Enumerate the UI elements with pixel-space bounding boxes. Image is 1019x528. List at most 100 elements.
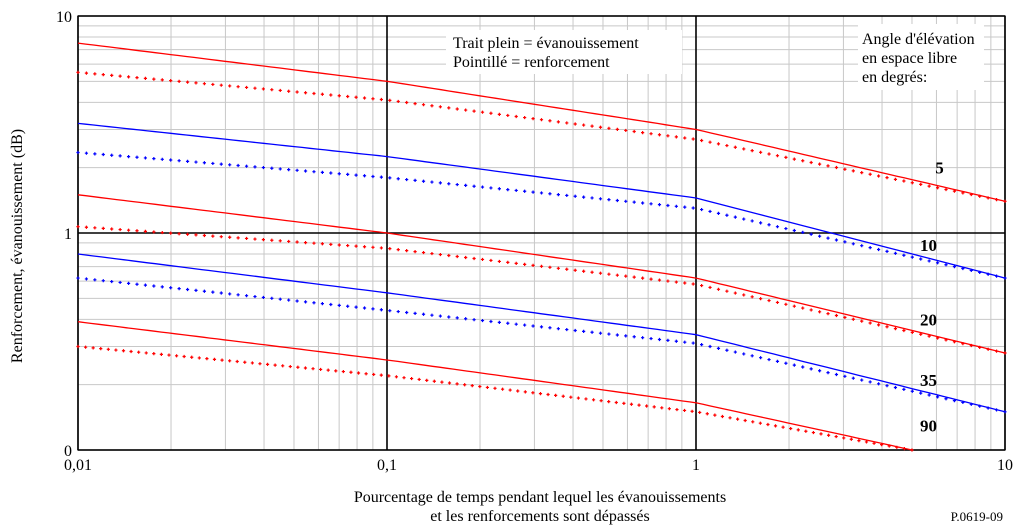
series-point	[910, 330, 914, 334]
x-tick-label: 0,1	[377, 457, 397, 474]
series-point	[842, 436, 846, 440]
series-point	[994, 349, 999, 353]
series-point	[190, 355, 194, 359]
series-point	[691, 341, 695, 345]
series-point	[273, 363, 277, 367]
series-point	[674, 339, 678, 343]
series-point	[986, 272, 990, 276]
series-point	[876, 174, 881, 178]
series-point	[919, 257, 923, 261]
series-point	[185, 232, 190, 236]
series-point	[447, 381, 452, 385]
series-point	[657, 133, 662, 137]
series-point	[708, 140, 712, 144]
series-point	[652, 405, 656, 409]
series-point	[202, 161, 207, 165]
series-point	[683, 205, 687, 209]
series-point	[978, 194, 982, 198]
series-point	[826, 312, 830, 316]
series-point	[438, 105, 442, 109]
series-point	[728, 416, 732, 420]
series-point	[872, 441, 876, 445]
series-point	[421, 312, 426, 316]
series-point	[480, 257, 485, 262]
series-point	[902, 179, 906, 183]
series-point	[500, 387, 505, 391]
series-point	[868, 380, 872, 384]
series-point	[169, 79, 173, 83]
series-point	[860, 378, 864, 382]
series-point	[185, 287, 190, 292]
series-point	[784, 226, 788, 231]
series-point	[337, 303, 341, 307]
series-point	[220, 358, 224, 362]
series-point	[789, 426, 793, 431]
series-point	[506, 260, 510, 264]
series-point	[253, 294, 257, 299]
series-point	[514, 188, 518, 193]
series-point	[876, 247, 881, 252]
series-point	[641, 130, 645, 135]
series-point	[784, 361, 788, 365]
curve-label-35: 35	[920, 371, 937, 390]
series-point	[364, 372, 368, 376]
series-point	[598, 197, 603, 201]
series-point	[843, 167, 847, 171]
series-point	[750, 295, 754, 299]
series-point	[683, 281, 687, 285]
series-point	[346, 243, 350, 248]
series-point	[927, 259, 931, 263]
series-point	[236, 293, 240, 297]
series-point	[759, 297, 763, 301]
series-point	[868, 321, 872, 325]
series-point	[261, 295, 265, 300]
series-point	[329, 302, 333, 307]
series-point	[629, 402, 634, 406]
series-point	[708, 209, 712, 214]
series-point	[228, 84, 232, 88]
series-point	[582, 329, 586, 333]
series-point	[843, 315, 847, 320]
series-point	[809, 160, 813, 165]
series-point	[590, 196, 594, 200]
series-point	[935, 336, 940, 340]
series-point	[261, 165, 265, 170]
series-point	[303, 91, 308, 95]
series-point	[767, 223, 771, 227]
series-line-5-fade	[77, 42, 1006, 202]
series-point	[76, 344, 80, 349]
series-point	[624, 334, 628, 338]
series-point	[489, 186, 493, 190]
series-point	[994, 274, 999, 278]
series-dots-90-enhancement	[76, 344, 914, 452]
series-point	[531, 324, 535, 328]
series-point	[700, 343, 704, 347]
series-point	[160, 230, 164, 235]
series-point	[287, 239, 291, 244]
series-point	[826, 371, 830, 375]
series-point	[425, 378, 429, 382]
series-point	[775, 300, 780, 305]
series-point	[523, 390, 527, 394]
series-point	[106, 347, 110, 351]
series-point	[736, 417, 740, 421]
series-point	[868, 246, 872, 250]
series-point	[565, 327, 569, 332]
series-point	[622, 401, 626, 405]
series-point	[1003, 351, 1007, 355]
series-point	[152, 77, 156, 81]
series-point	[801, 159, 805, 163]
series-point	[590, 124, 594, 128]
series-point	[258, 362, 262, 366]
series-point	[986, 196, 990, 200]
series-point	[236, 163, 240, 168]
series-point	[394, 375, 399, 379]
note-dotted: Pointillé = renforcement	[453, 54, 610, 71]
series-point	[969, 343, 973, 348]
series-point	[253, 165, 257, 169]
series-point	[801, 306, 805, 310]
series-point	[893, 327, 898, 331]
series-point	[447, 182, 451, 186]
series-point	[295, 299, 299, 303]
series-point	[548, 119, 552, 123]
